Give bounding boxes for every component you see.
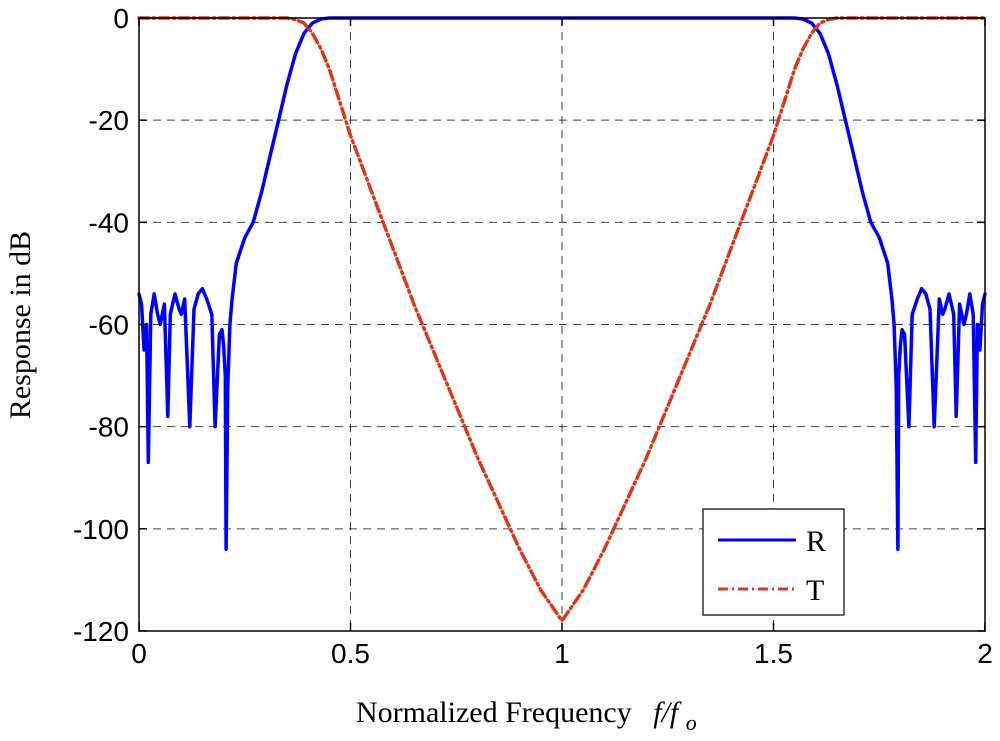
x-axis-title-text: Normalized Frequency (356, 696, 632, 729)
y-tick-label: -120 (73, 616, 129, 647)
y-tick-label: 0 (113, 3, 129, 34)
y-axis-title: Response in dB (4, 231, 37, 419)
x-axis-title-subscript: o (686, 710, 697, 735)
x-tick-label: 0.5 (331, 638, 370, 669)
y-tick-label: -40 (89, 207, 129, 238)
series-line-t (137, 16, 987, 623)
y-tick-label: -60 (89, 310, 129, 341)
axis-ticks: 0 0.5 1 1.5 2 0 -20 -40 -60 -80 -100 -120 (73, 3, 993, 669)
y-tick-label: -100 (73, 514, 129, 545)
x-tick-label: 2 (977, 638, 993, 669)
legend-label-r: R (806, 525, 826, 558)
x-tick-label: 1.5 (754, 638, 793, 669)
x-axis-title-math: f/f (653, 696, 682, 729)
legend-box (702, 508, 845, 616)
x-tick-label: 1 (554, 638, 570, 669)
y-tick-label: -20 (89, 105, 129, 136)
x-tick-label: 0 (131, 638, 147, 669)
legend-label-t: T (806, 574, 824, 607)
y-tick-label: -80 (89, 412, 129, 443)
legend: R T (702, 508, 845, 616)
x-axis-title: Normalized Frequency f/f o (356, 696, 697, 735)
